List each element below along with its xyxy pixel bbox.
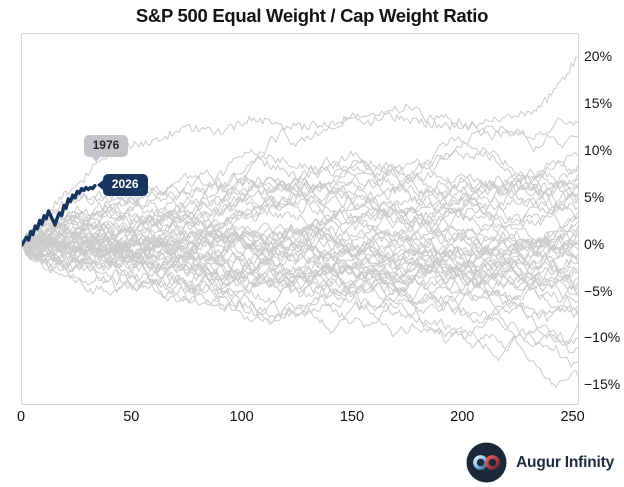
year-line bbox=[22, 211, 578, 322]
year-line bbox=[22, 173, 578, 271]
x-tick-label: 200 bbox=[450, 409, 475, 425]
year-line bbox=[22, 147, 578, 256]
x-tick-label: 150 bbox=[339, 409, 365, 425]
year-line bbox=[22, 169, 578, 246]
year-line bbox=[22, 174, 578, 257]
y-tick-label: 15% bbox=[584, 95, 613, 112]
annotation-1976: 1976 bbox=[83, 135, 129, 163]
year-line bbox=[22, 150, 578, 247]
year-line bbox=[22, 233, 578, 389]
year-line bbox=[22, 231, 578, 296]
brand-name: Augur Infinity bbox=[516, 453, 614, 471]
year-line bbox=[22, 233, 578, 325]
year-line bbox=[22, 244, 578, 317]
y-tick-label: 5% bbox=[584, 188, 605, 205]
ratio-fan-chart bbox=[22, 56, 578, 389]
y-tick-label: 20% bbox=[584, 48, 613, 65]
year-line bbox=[22, 211, 578, 301]
year-line bbox=[22, 175, 578, 249]
year-line bbox=[22, 217, 578, 287]
year-line bbox=[22, 244, 578, 298]
year-line bbox=[22, 227, 578, 313]
year-line bbox=[22, 103, 578, 249]
y-tick-label: 0% bbox=[584, 235, 605, 252]
chart-title: S&P 500 Equal Weight / Cap Weight Ratio bbox=[135, 5, 489, 26]
year-line bbox=[22, 233, 578, 294]
annotation-2026: 2026 bbox=[96, 173, 148, 196]
x-tick-label: 250 bbox=[560, 409, 585, 425]
x-tick-label: 0 bbox=[16, 409, 26, 425]
y-tick-label: −10% bbox=[584, 329, 621, 346]
year-line bbox=[22, 236, 578, 354]
y-tick-label: 10% bbox=[584, 142, 613, 159]
highlight-line-2026 bbox=[22, 183, 97, 247]
x-tick-label: 100 bbox=[229, 409, 254, 425]
year-line bbox=[22, 244, 578, 347]
plot-area bbox=[21, 33, 579, 405]
year-line bbox=[22, 235, 578, 368]
brand-logo: Augur Infinity bbox=[466, 442, 614, 483]
year-line bbox=[22, 176, 578, 259]
y-tick-label: −5% bbox=[584, 282, 613, 299]
year-line bbox=[22, 225, 578, 346]
year-line bbox=[22, 164, 578, 246]
y-tick-label: −15% bbox=[584, 376, 621, 393]
x-tick-label: 50 bbox=[123, 409, 140, 425]
year-line bbox=[22, 190, 578, 303]
infinity-icon bbox=[466, 442, 507, 483]
